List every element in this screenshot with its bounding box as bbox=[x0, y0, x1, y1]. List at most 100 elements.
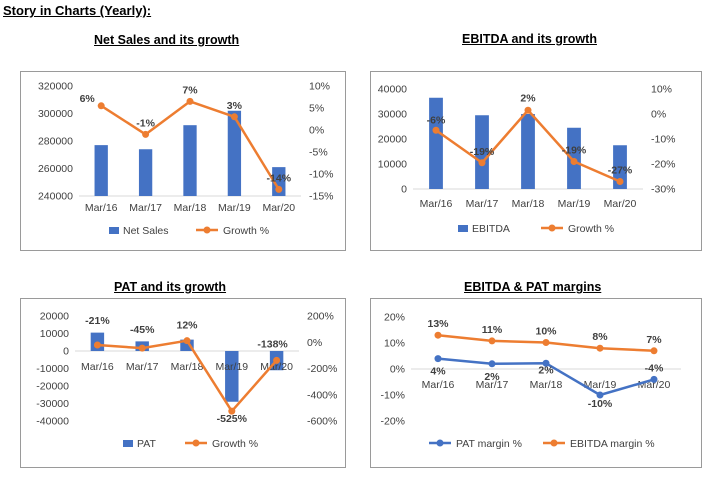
x-tick-label: Mar/18 bbox=[171, 361, 204, 373]
bar bbox=[183, 125, 197, 196]
x-tick-label: Mar/17 bbox=[476, 379, 509, 391]
bar bbox=[475, 115, 489, 189]
data-label: -14% bbox=[267, 172, 292, 184]
y-left-tick-label: 10000 bbox=[378, 159, 407, 171]
data-label: -45% bbox=[130, 324, 155, 336]
bar bbox=[180, 339, 194, 351]
data-point bbox=[524, 106, 532, 114]
data-label: 4% bbox=[430, 366, 446, 378]
y-left-tick-label: 320000 bbox=[38, 81, 73, 93]
x-tick-label: Mar/18 bbox=[512, 198, 545, 210]
data-point bbox=[93, 341, 101, 349]
legend-label: Net Sales bbox=[123, 225, 169, 237]
data-point bbox=[650, 347, 658, 355]
legend-swatch-marker bbox=[192, 439, 200, 447]
y-right-tick-label: 10% bbox=[651, 84, 672, 96]
y-left-tick-label: 20000 bbox=[40, 311, 69, 323]
data-label: -19% bbox=[470, 146, 495, 158]
data-point bbox=[616, 178, 624, 185]
data-point bbox=[432, 126, 440, 134]
data-label: 7% bbox=[182, 84, 198, 96]
x-tick-label: Mar/18 bbox=[530, 379, 563, 391]
data-point bbox=[478, 159, 486, 167]
data-label: 2% bbox=[520, 92, 536, 104]
y-right-tick-label: 0% bbox=[309, 125, 324, 137]
data-label: 13% bbox=[427, 318, 449, 330]
y-left-tick-label: 10% bbox=[384, 338, 405, 350]
legend-swatch-marker bbox=[550, 439, 558, 447]
data-point bbox=[228, 407, 236, 415]
chart-svg: -40000 -30000 -20000 -10000 0 10000 20000 -600%… bbox=[36, 311, 337, 451]
chart-svg: 0 10000 20000 30000 40000 -30% -20% -10% 0% 10% Ma… bbox=[378, 84, 676, 236]
data-point bbox=[97, 102, 105, 110]
bar bbox=[94, 145, 108, 196]
legend-label: PAT margin % bbox=[456, 438, 522, 450]
data-label: -138% bbox=[257, 338, 288, 350]
chart-title-margins: EBITDA & PAT margins bbox=[464, 280, 602, 294]
bar bbox=[429, 97, 443, 189]
x-tick-label: Mar/19 bbox=[584, 379, 617, 391]
y-right-tick-label: -10% bbox=[651, 134, 676, 146]
chart-title-ebitda: EBITDA and its growth bbox=[462, 32, 597, 46]
data-point bbox=[488, 337, 496, 345]
y-right-tick-label: 10% bbox=[309, 81, 330, 93]
x-tick-label: Mar/17 bbox=[126, 361, 159, 373]
data-point bbox=[186, 97, 194, 105]
x-tick-label: Mar/16 bbox=[422, 379, 455, 391]
chart-svg: 240000 260000 280000 300000 320000 -15% -10% -5… bbox=[38, 81, 334, 238]
y-left-tick-label: 280000 bbox=[38, 136, 73, 148]
data-point bbox=[230, 113, 238, 121]
bar bbox=[138, 149, 153, 196]
y-right-tick-label: -20% bbox=[651, 159, 676, 171]
x-tick-label: Mar/17 bbox=[129, 202, 162, 214]
data-point bbox=[142, 130, 150, 138]
legend-swatch-marker bbox=[203, 226, 211, 234]
legend-swatch-marker bbox=[548, 224, 556, 232]
data-label: 11% bbox=[482, 324, 503, 336]
y-right-tick-label: -5% bbox=[309, 147, 328, 159]
data-label: 6% bbox=[80, 93, 96, 105]
x-tick-label: Mar/19 bbox=[215, 361, 248, 373]
legend-swatch-bar bbox=[458, 225, 468, 232]
data-point bbox=[183, 337, 191, 345]
bar bbox=[613, 145, 627, 189]
legend-swatch-bar bbox=[109, 227, 119, 234]
data-label: 2% bbox=[538, 364, 554, 376]
x-tick-label: Mar/20 bbox=[262, 202, 295, 214]
y-right-tick-label: 5% bbox=[309, 103, 324, 115]
data-label: -21% bbox=[85, 315, 110, 327]
x-tick-label: Mar/16 bbox=[420, 198, 453, 210]
data-label: -525% bbox=[217, 413, 248, 425]
y-left-tick-label: 0 bbox=[401, 184, 407, 196]
chart-title-pat: PAT and its growth bbox=[114, 280, 227, 294]
y-left-tick-label: -30000 bbox=[36, 398, 69, 410]
x-tick-label: Mar/19 bbox=[558, 198, 591, 210]
legend-label: PAT bbox=[137, 438, 156, 450]
legend-label: EBITDA margin % bbox=[570, 438, 655, 450]
x-tick-label: Mar/16 bbox=[81, 361, 114, 373]
data-point bbox=[570, 158, 578, 165]
data-label: -4% bbox=[645, 362, 664, 374]
y-left-tick-label: 40000 bbox=[378, 84, 407, 96]
ebitda-chart: 0 10000 20000 30000 40000 -30% -20% -10% 0% 10% Ma… bbox=[370, 71, 702, 251]
data-point bbox=[542, 338, 550, 346]
data-point bbox=[596, 391, 604, 399]
data-point bbox=[542, 359, 550, 367]
y-right-tick-label: -30% bbox=[651, 184, 676, 196]
x-tick-label: Mar/19 bbox=[218, 202, 251, 214]
y-right-tick-label: -200% bbox=[307, 363, 337, 375]
x-tick-label: Mar/17 bbox=[466, 198, 499, 210]
chart-svg: -20% -10% 0% 10% 20% Mar/16 Mar/17 Mar/18 Mar/19… bbox=[380, 312, 681, 450]
y-left-tick-label: 20% bbox=[384, 312, 405, 324]
legend-swatch-marker bbox=[436, 439, 444, 447]
y-left-tick-label: 10000 bbox=[40, 328, 69, 340]
y-right-tick-label: 0% bbox=[651, 109, 666, 121]
data-label: -27% bbox=[608, 165, 633, 177]
data-label: 3% bbox=[227, 100, 243, 112]
data-label: 7% bbox=[646, 334, 662, 346]
y-left-tick-label: 0% bbox=[390, 364, 405, 376]
bar bbox=[225, 351, 239, 402]
data-point bbox=[434, 355, 442, 363]
y-left-tick-label: -20% bbox=[380, 416, 405, 428]
x-tick-label: Mar/16 bbox=[85, 202, 118, 214]
